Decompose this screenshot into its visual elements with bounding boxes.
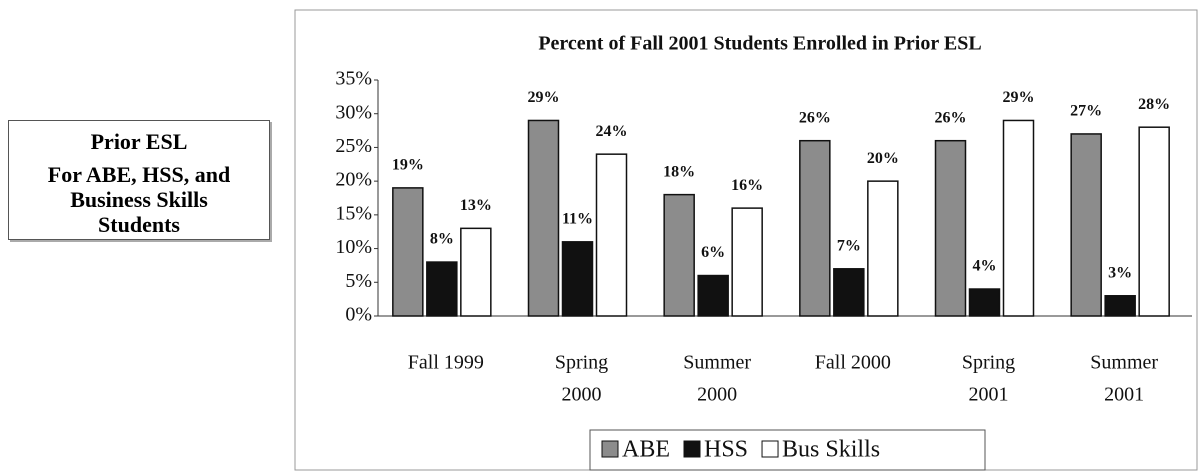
bar <box>833 268 865 317</box>
legend-label: ABE <box>622 437 670 463</box>
bar <box>799 139 831 317</box>
x-tick-label: Summer <box>683 352 751 374</box>
x-tick-label: 2001 <box>1104 384 1144 406</box>
value-label: 26% <box>799 109 831 126</box>
y-tick-label: 10% <box>335 236 372 258</box>
sidebar-subtitle: For ABE, HSS, and Business Skills Studen… <box>47 162 231 237</box>
bar <box>697 274 729 317</box>
y-tick-label: 5% <box>345 270 372 292</box>
value-label: 19% <box>392 157 424 174</box>
bar <box>934 139 967 317</box>
value-label: 4% <box>973 258 997 275</box>
value-label: 7% <box>837 237 861 254</box>
value-label: 28% <box>1138 96 1170 113</box>
bar <box>1002 119 1035 317</box>
bar <box>663 193 695 317</box>
value-label: 18% <box>663 163 695 180</box>
y-tick-label: 20% <box>335 169 372 191</box>
legend-swatch <box>683 440 701 458</box>
value-label: 16% <box>731 177 763 194</box>
y-tick-label: 30% <box>335 101 372 123</box>
value-label: 29% <box>528 89 560 106</box>
value-label: 29% <box>1003 89 1035 106</box>
value-label: 24% <box>596 123 628 140</box>
bar <box>392 187 424 317</box>
value-label: 27% <box>1070 103 1102 120</box>
legend-swatch <box>601 440 619 458</box>
y-tick-label: 35% <box>335 68 372 90</box>
legend-label: HSS <box>704 437 748 463</box>
value-label: 26% <box>935 109 967 126</box>
value-label: 20% <box>867 150 899 167</box>
bar <box>867 180 899 317</box>
legend-swatch <box>761 440 779 458</box>
x-tick-label: Fall 2000 <box>815 352 891 374</box>
x-tick-label: Spring <box>962 352 1015 374</box>
value-label: 6% <box>701 244 725 261</box>
sidebar-title: Prior ESL <box>90 129 188 154</box>
x-tick-label: 2000 <box>562 384 602 406</box>
bar <box>1104 295 1136 317</box>
bar <box>527 119 560 317</box>
bar <box>968 288 1001 317</box>
x-tick-label: Summer <box>1090 352 1158 374</box>
bar <box>1138 126 1170 317</box>
value-label: 13% <box>460 197 492 214</box>
x-tick-label: 2000 <box>697 384 737 406</box>
bar <box>1070 133 1102 317</box>
legend-label: Bus Skills <box>782 437 880 463</box>
y-tick-label: 15% <box>335 202 372 224</box>
legend-box <box>589 429 986 471</box>
bar <box>460 227 492 317</box>
value-label: 8% <box>430 231 454 248</box>
y-tick-label: 0% <box>345 304 372 326</box>
bar <box>426 261 458 317</box>
x-tick-label: 2001 <box>969 384 1009 406</box>
value-label: 11% <box>562 211 593 228</box>
sidebar-box: Prior ESL For ABE, HSS, and Business Ski… <box>8 120 270 240</box>
bar <box>731 207 763 317</box>
chart-title: Percent of Fall 2001 Students Enrolled i… <box>538 33 981 55</box>
value-label: 3% <box>1108 264 1132 281</box>
bar <box>595 153 628 317</box>
x-tick-label: Spring <box>555 352 608 374</box>
bar <box>561 241 594 317</box>
x-tick-label: Fall 1999 <box>408 352 484 374</box>
y-tick-label: 25% <box>335 135 372 157</box>
